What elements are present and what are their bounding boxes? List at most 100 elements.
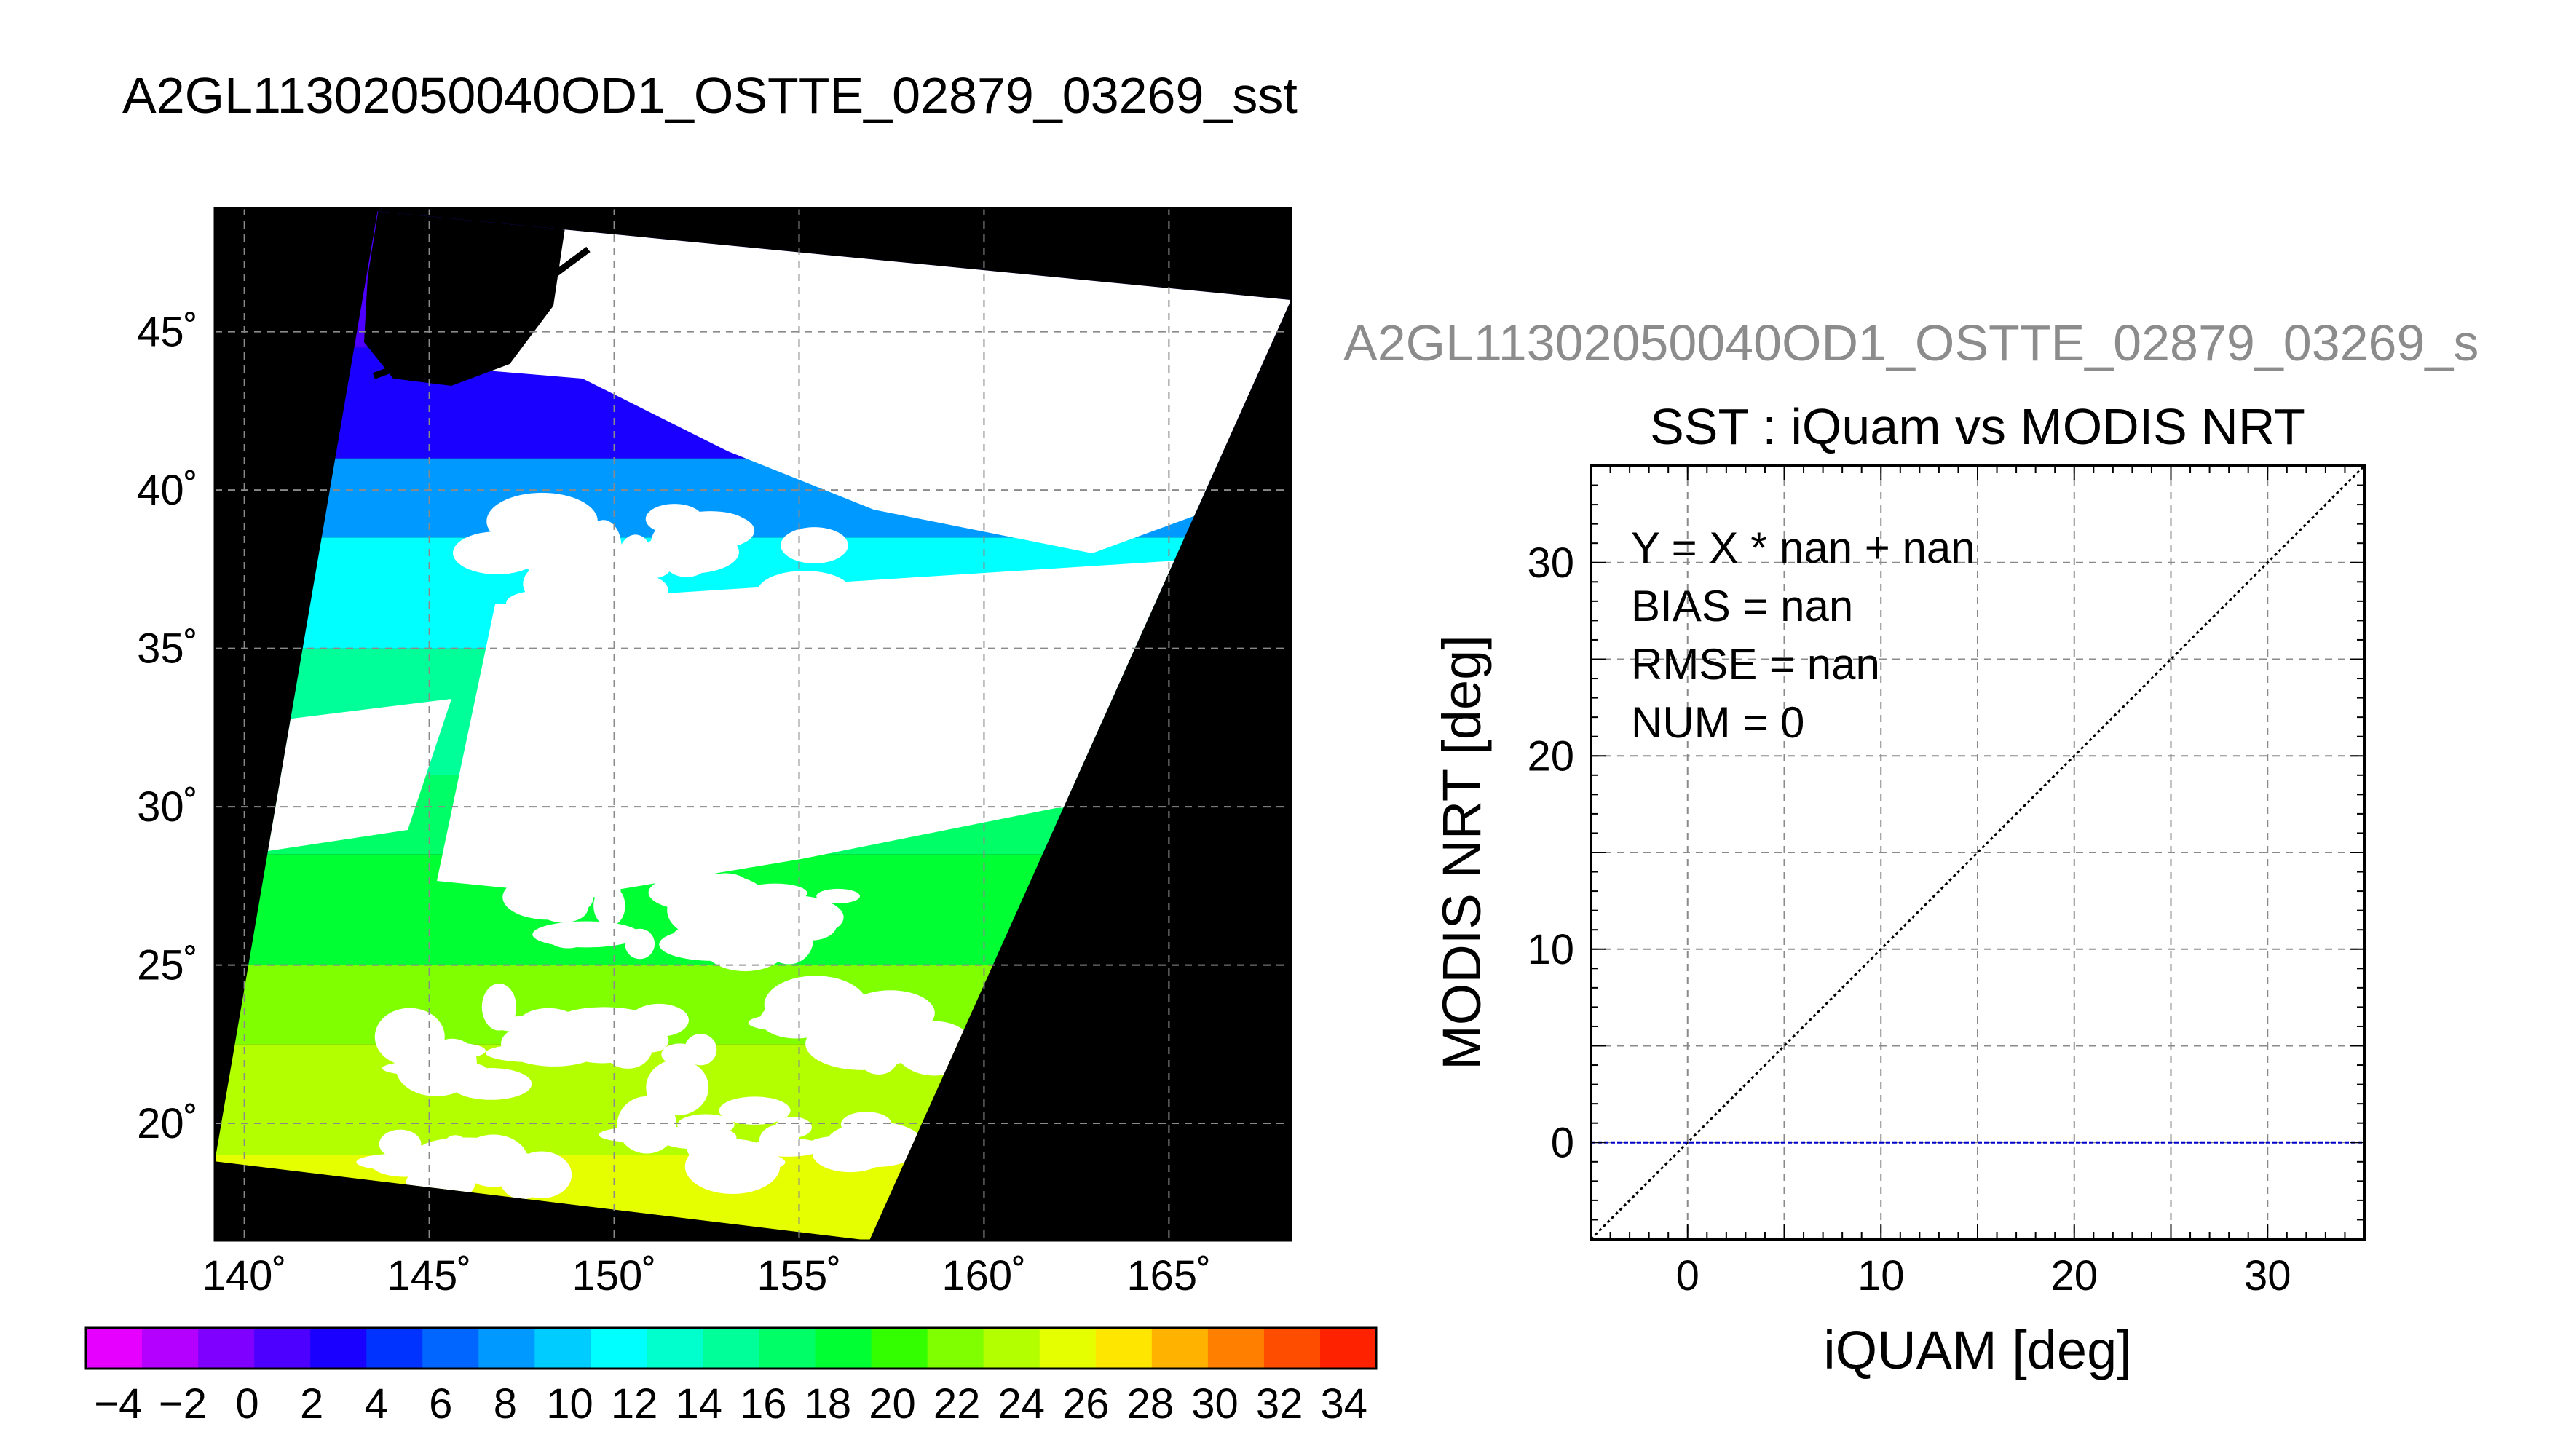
sst-map-panel: 140˚ 145˚ 150˚ 155˚ 160˚ 165˚ 20˚ 25˚ 30˚ 35˚ 40˚… (137, 207, 1292, 1299)
scatter-y-tick-label: 10 (1527, 926, 1574, 973)
cloud-patch (775, 1117, 812, 1138)
scatter-y-ticks: 0 10 20 30 (1527, 539, 1574, 1167)
map-y-tick-label: 35˚ (137, 625, 198, 673)
stats-line: Y = X * nan + nan (1631, 523, 1975, 572)
stats-box: Y = X * nan + nan BIAS = nan RMSE = nan NUM… (1631, 523, 1975, 747)
cloud-patch (356, 1153, 452, 1171)
cloud-patch (441, 1135, 470, 1170)
scatter-plot-area: 0 10 20 30 0 10 20 30 Y = X * nan + nan BIAS = … (1527, 464, 2366, 1299)
cloud-patch (550, 930, 587, 949)
colorbar-frame (84, 1326, 1378, 1370)
map-y-tick-label: 25˚ (137, 942, 198, 989)
colorbar-cell (647, 1328, 703, 1369)
colorbar-cell (254, 1328, 311, 1369)
cloud-patch (485, 1043, 593, 1063)
scatter-file-title: A2GL11302050040OD1_OSTTE_02879_03269_s (1343, 314, 2479, 371)
colorbar-cell (1095, 1328, 1153, 1369)
reference-lines (1591, 466, 2364, 1239)
colorbar-tick-label: 28 (1127, 1380, 1174, 1428)
map-y-tick-label: 30˚ (137, 783, 198, 831)
colorbar-tick-label: −4 (94, 1380, 142, 1428)
colorbar-cell (703, 1328, 760, 1369)
stats-line: NUM = 0 (1631, 698, 1804, 747)
identity-line (1591, 466, 2364, 1239)
map-gridlines (215, 208, 1291, 1241)
cloud-patch (661, 1043, 698, 1066)
cloud-patch (759, 1000, 833, 1039)
colorbar-cell (366, 1328, 423, 1369)
map-y-ticks: 20˚ 25˚ 30˚ 35˚ 40˚ 45˚ (137, 309, 198, 1147)
map-frame (213, 207, 1292, 1242)
cloud-patch (395, 1039, 477, 1096)
stats-line: RMSE = nan (1631, 640, 1880, 689)
cloud-region (437, 553, 1291, 895)
scatter-y-tick-label: 0 (1551, 1119, 1574, 1166)
cloud-patch (846, 990, 935, 1036)
scatter-x-tick-label: 30 (2244, 1252, 2291, 1299)
colorbar-cell (983, 1328, 1040, 1369)
cloud-patch (751, 1138, 824, 1157)
scatter-minor-ticks (1590, 465, 2365, 1240)
coastline (372, 246, 591, 379)
cloud-patch (593, 885, 625, 927)
colorbar-tick-label: 30 (1191, 1380, 1239, 1428)
colorbar-tick-label: 2 (300, 1380, 323, 1428)
cloud-patch (860, 1044, 898, 1075)
figure-title: A2GL11302050040OD1_OSTTE_02879_03269_sst (122, 67, 1298, 124)
cloud-patch (499, 1152, 546, 1200)
scatter-y-tick-label: 20 (1527, 732, 1574, 780)
colorbar-tick-label: 4 (365, 1380, 388, 1428)
map-x-ticks: 140˚ 145˚ 150˚ 155˚ 160˚ 165˚ (202, 1252, 1212, 1299)
cloud-patch (840, 1112, 892, 1137)
colorbar-cell (142, 1328, 199, 1369)
colorbar-tick-label: 22 (933, 1380, 981, 1428)
map-y-tick-label: 45˚ (137, 309, 198, 356)
colorbar-tick-label: 20 (869, 1380, 916, 1428)
colorbar-tick-label: 26 (1062, 1380, 1110, 1428)
map-x-tick-label: 160˚ (941, 1252, 1026, 1299)
colorbar-cell (871, 1328, 928, 1369)
land-mass (364, 211, 568, 386)
cloud-patch (719, 1096, 791, 1125)
colorbar-cell (815, 1328, 872, 1369)
cloud-patch (511, 528, 601, 575)
stats-line: BIAS = nan (1631, 582, 1853, 630)
colorbar-tick-label: 10 (546, 1380, 593, 1428)
cloud-patch (781, 527, 848, 563)
cloud-mask (215, 211, 1291, 1202)
colorbar-labels: −4 −2 0 2 4 6 8 10 12 14 16 18 20 22 24 26 28 30 32 34 (94, 1380, 1367, 1428)
cloud-patch (816, 888, 860, 903)
scatter-y-tick-label: 30 (1527, 539, 1574, 587)
map-y-tick-label: 20˚ (137, 1100, 198, 1147)
cloud-patch (643, 530, 739, 574)
map-y-tick-label: 40˚ (137, 467, 198, 514)
colorbar-cell (310, 1328, 367, 1369)
colorbar-cell (1039, 1328, 1097, 1369)
scatter-title: SST : iQuam vs MODIS NRT (1650, 398, 2305, 455)
colorbar-cell (1263, 1328, 1321, 1369)
colorbar-tick-label: 18 (805, 1380, 852, 1428)
cloud-patch (599, 1127, 668, 1142)
colorbar-cells (86, 1328, 1377, 1369)
scatter-x-tick-label: 20 (2050, 1252, 2098, 1299)
colorbar-tick-label: 14 (675, 1380, 722, 1428)
colorbar-tick-label: 16 (740, 1380, 787, 1428)
cloud-patch (538, 895, 588, 923)
colorbar-cell (1319, 1328, 1377, 1369)
colorbar-cell (1151, 1328, 1209, 1369)
map-x-tick-label: 155˚ (757, 1252, 841, 1299)
colorbar-tick-label: 24 (998, 1380, 1045, 1428)
cloud-patch (648, 873, 763, 912)
cloud-patch (808, 1135, 885, 1153)
colorbar-tick-label: 32 (1256, 1380, 1303, 1428)
cloud-patch (657, 1125, 737, 1150)
map-x-tick-label: 165˚ (1126, 1252, 1211, 1299)
colorbar-cell (927, 1328, 984, 1369)
map-x-tick-label: 145˚ (387, 1252, 472, 1299)
scatter-x-tick-label: 0 (1676, 1252, 1699, 1299)
colorbar-cell (534, 1328, 591, 1369)
y-axis-label: MODIS NRT [deg] (1431, 635, 1492, 1070)
x-axis-label: iQUAM [deg] (1823, 1320, 2132, 1380)
map-x-tick-label: 150˚ (572, 1252, 656, 1299)
scatter-x-tick-label: 10 (1857, 1252, 1905, 1299)
